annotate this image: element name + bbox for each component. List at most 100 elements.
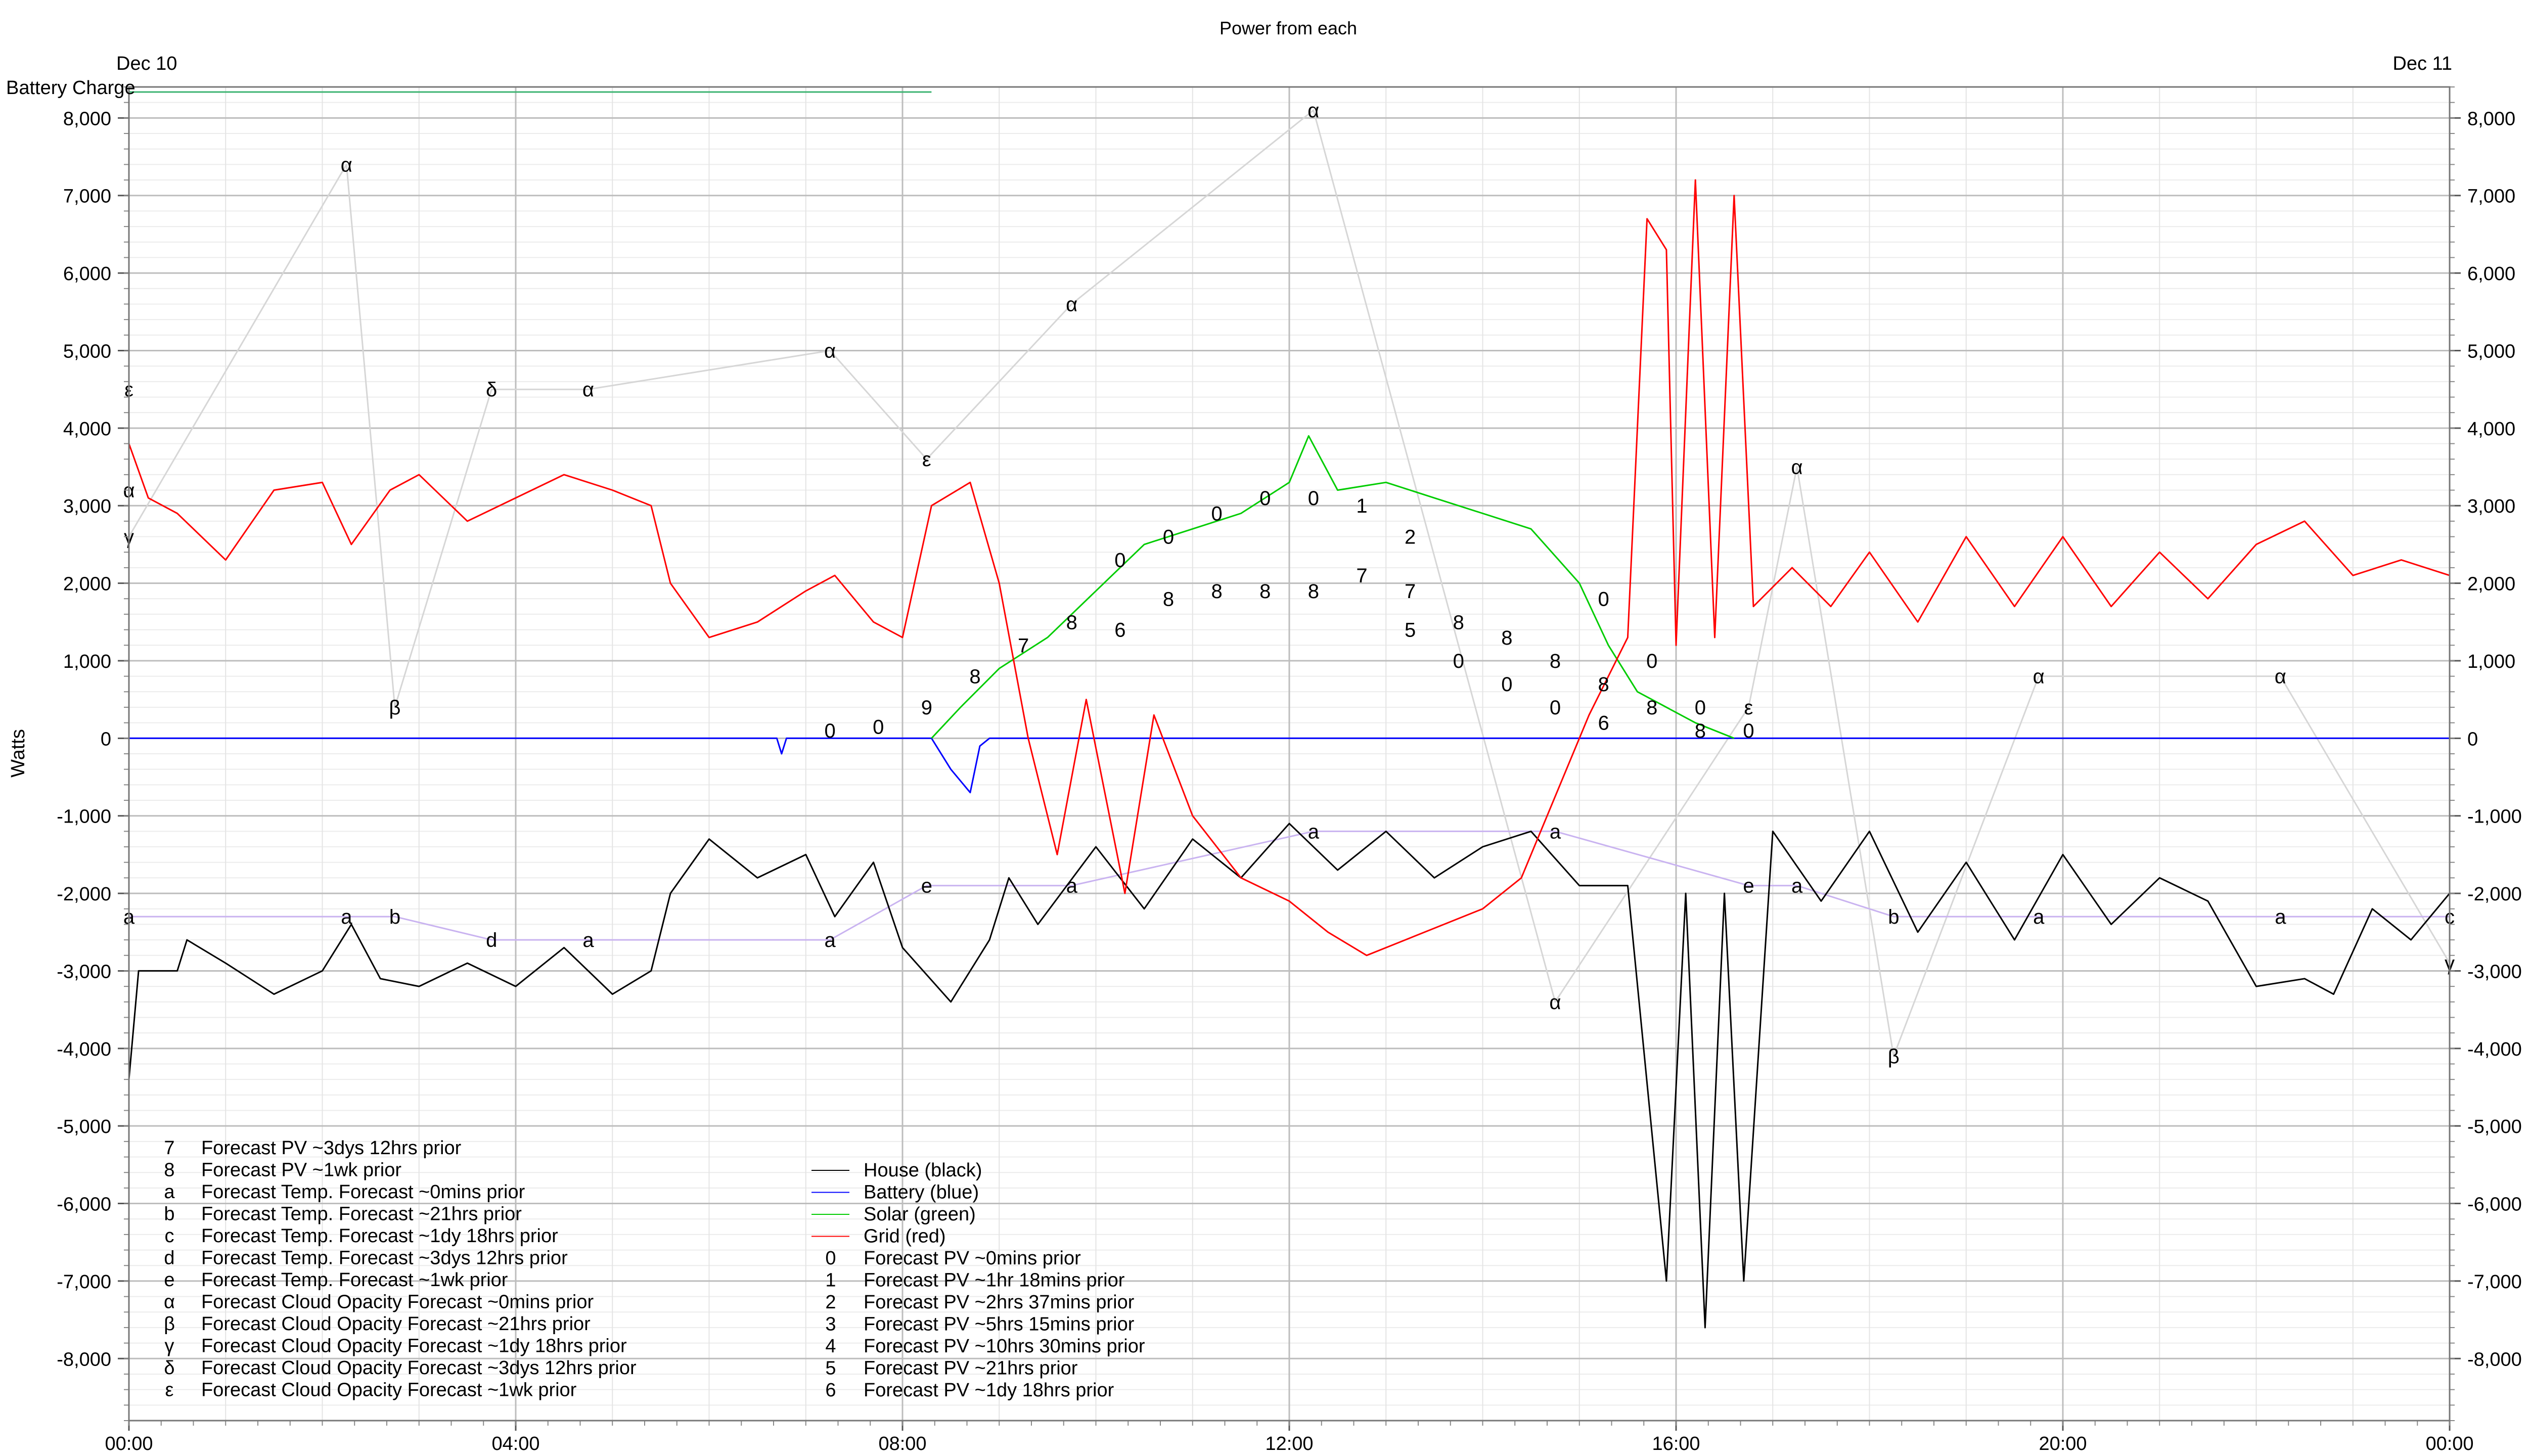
forecast-marker: 0 [1163,526,1174,549]
forecast-marker: α [2033,666,2045,688]
legend-label: Forecast Temp. Forecast ~0mins prior [201,1181,525,1203]
cloud-forecast-line [128,109,2451,1057]
forecast-marker: 8 [1211,580,1222,603]
y-tick-label: 3,000 [63,496,111,517]
forecast-marker: 1 [1356,495,1367,517]
legend-symbol: b [164,1204,174,1225]
y-tick-label-right: 0 [2467,729,2478,750]
y-tick-label-right: 8,000 [2467,108,2515,129]
y-tick-label-right: 5,000 [2467,341,2515,362]
forecast-marker: α [824,340,836,362]
legend-symbol: 5 [825,1358,836,1379]
forecast-marker: α [1549,991,1561,1014]
forecast-marker: a [1308,821,1320,843]
legend-symbol: 2 [825,1292,836,1313]
legend-label: Forecast PV ~3dys 12hrs prior [201,1138,462,1159]
forecast-marker: 0 [1259,487,1271,510]
forecast-marker: 0 [1695,697,1706,719]
y-tick-label: 0 [101,729,111,750]
legend-label: Forecast PV ~10hrs 30mins prior [864,1336,1145,1357]
forecast-marker: 7 [1356,565,1367,587]
legend-symbol: 6 [825,1380,836,1401]
forecast-marker: 8 [1598,673,1609,696]
forecast-marker: a [582,929,594,951]
y-tick-label: 7,000 [63,186,111,207]
forecast-marker: 6 [1598,712,1609,735]
y-tick-label: -4,000 [57,1039,111,1060]
legend-symbol: α [164,1292,175,1313]
forecast-marker: 0 [1598,588,1609,610]
plot-frame [128,86,2451,1422]
forecast-marker: d [486,929,497,951]
series-line-battery [129,737,2450,794]
forecast-marker: e [921,875,932,897]
legend-symbol: 3 [825,1314,836,1335]
y-tick-label: -6,000 [57,1194,111,1215]
forecast-lines [128,109,2451,1057]
y-tick-label: 2,000 [63,574,111,595]
y-tick-label: 6,000 [63,263,111,285]
y-tick-label-right: -1,000 [2467,806,2522,828]
forecast-marker: 0 [1501,673,1512,696]
legend-label: Forecast PV ~21hrs prior [864,1358,1078,1379]
x-tick-label: 04:00 [491,1433,539,1454]
legend-label: House (black) [864,1160,982,1181]
battery-charge-label: Battery Charge [6,77,136,99]
y-tick-label-right: 2,000 [2467,574,2515,595]
legend-label: Forecast Temp. Forecast ~1dy 18hrs prior [201,1225,558,1247]
forecast-marker: a [341,906,352,928]
forecast-marker: 8 [1163,588,1174,610]
axes: 8,000 8,000 7,000 7,000 6,000 6,000 5,000 5,000… [57,86,2522,1454]
forecast-marker: a [2275,906,2286,928]
legend-symbol: 4 [825,1336,836,1357]
legend-symbol: β [164,1313,175,1335]
forecast-marker: 8 [1308,580,1319,603]
y-tick-label-right: 3,000 [2467,496,2515,517]
forecast-marker: 0 [1550,697,1561,719]
forecast-marker: 8 [1066,611,1077,633]
forecast-marker: b [389,906,400,928]
forecast-marker: 0 [1453,650,1464,672]
forecast-marker: 5 [1405,619,1416,642]
x-tick-label: 16:00 [1652,1433,1700,1454]
forecast-marker: 7 [1405,580,1416,603]
y-axis-label-left: Watts [8,729,29,778]
y-tick-label-right: -2,000 [2467,884,2522,905]
legend-symbol: δ [164,1357,174,1379]
y-tick-label-right: 4,000 [2467,419,2515,440]
forecast-marker: 0 [873,716,884,738]
y-tick-label-right: -7,000 [2467,1271,2522,1293]
x-tick-label: 20:00 [2039,1433,2087,1454]
series-line-grid [128,179,2450,957]
y-tick-label-right: 6,000 [2467,263,2515,285]
legend-label: Forecast PV ~1hr 18mins prior [864,1270,1125,1291]
legend-label: Forecast Cloud Opacity Forecast ~1dy 18h… [201,1336,627,1357]
legend-label: Forecast Cloud Opacity Forecast ~0mins p… [201,1292,594,1313]
forecast-marker: ε [922,448,931,471]
legend-label: Forecast PV ~2hrs 37mins prior [864,1292,1135,1313]
x-tick-label: 00:00 [105,1433,153,1454]
y-tick-label-right: -4,000 [2467,1039,2522,1060]
forecast-marker: 8 [1646,697,1657,719]
legend-symbol: 0 [825,1248,836,1269]
forecast-marker: 8 [1259,580,1271,603]
forecast-marker: a [1066,875,1078,897]
forecast-marker: b [1888,906,1899,928]
y-tick-label: 8,000 [63,108,111,129]
x-tick-label: 12:00 [1265,1433,1313,1454]
legend-symbol: γ [165,1336,174,1357]
legend-symbol: d [164,1248,174,1269]
forecast-marker: 8 [1501,627,1512,649]
y-tick-label: 1,000 [63,651,111,672]
y-tick-label-right: 1,000 [2467,651,2515,672]
legend-symbol: ε [165,1380,174,1401]
forecast-marker: 0 [1211,503,1222,525]
y-tick-label: 5,000 [63,341,111,362]
forecast-marker: 0 [824,720,835,742]
legend-label: Forecast PV ~0mins prior [864,1248,1081,1269]
legend-label: Forecast PV ~1dy 18hrs prior [864,1380,1114,1401]
forecast-marker: 8 [1695,720,1706,742]
forecast-marker: α [1307,100,1319,122]
